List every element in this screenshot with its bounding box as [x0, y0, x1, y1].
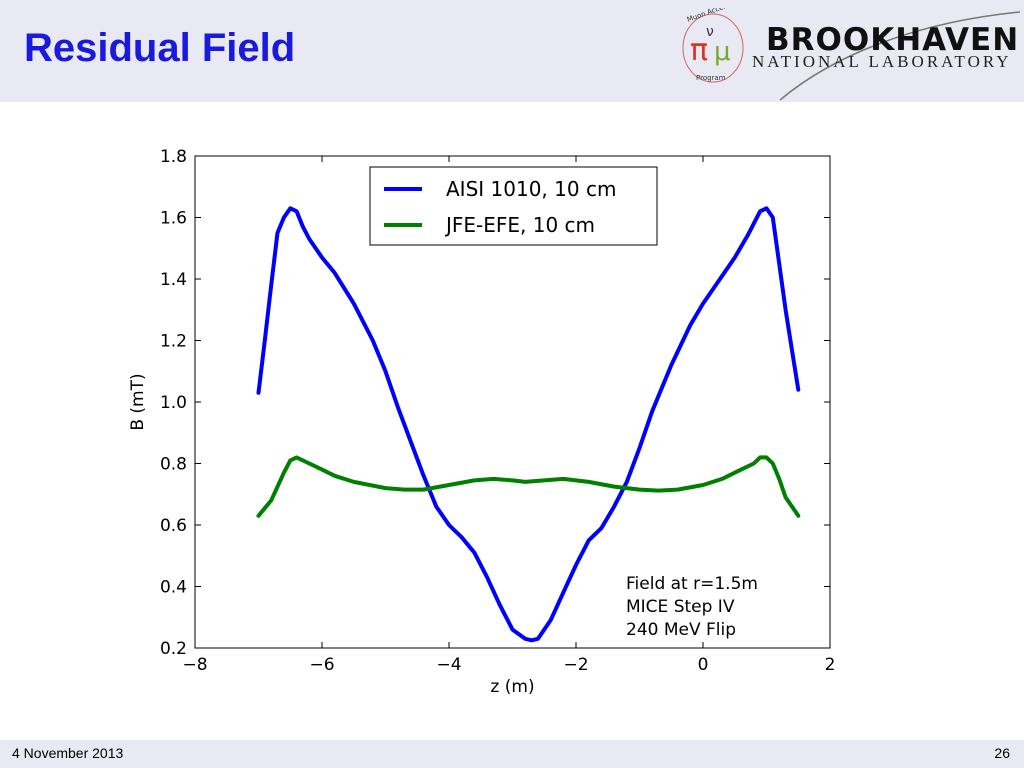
chart-legend: AISI 1010, 10 cm JFE-EFE, 10 cm	[369, 166, 658, 246]
slide-header	[0, 0, 1024, 102]
brookhaven-swoosh-icon	[779, 11, 1021, 101]
y-tick-label: 1.0	[160, 393, 187, 413]
svg-text:μ: μ	[714, 37, 731, 67]
series-line-aisi	[256, 206, 801, 643]
brookhaven-logo-subtitle: NATIONAL LABORATORY	[752, 52, 1012, 71]
x-tick-label: 0	[698, 655, 709, 675]
annotation-line-1: Field at r=1.5m	[626, 574, 758, 594]
chart-annotation: Field at r=1.5m MICE Step IV 240 MeV Fli…	[626, 574, 758, 640]
x-tick-label: −2	[563, 655, 588, 675]
y-tick-label: 1.6	[160, 209, 187, 229]
x-tick-label: −6	[309, 655, 334, 675]
svg-text:Program: Program	[696, 74, 726, 82]
y-tick-label: 0.2	[160, 639, 187, 659]
data-series	[256, 206, 801, 643]
slide-footer	[0, 740, 1024, 768]
legend-box	[369, 166, 658, 246]
slide-title: Residual Field	[24, 26, 296, 70]
residual-field-chart: −8 −6 −4 −2 0 2 0.2 0.4 0.6 0.8 1.0 1.2 1.4 1.6 1.8 z …	[128, 147, 835, 697]
svg-text:π: π	[690, 33, 708, 68]
y-tick-label: 1.8	[160, 147, 187, 167]
y-tick-label: 1.2	[160, 332, 187, 352]
x-tick-label: −4	[436, 655, 461, 675]
legend-label-jfe: JFE-EFE, 10 cm	[444, 213, 595, 237]
brookhaven-logo-name: BROOKHAVEN	[766, 22, 1020, 58]
y-tick-label: 0.8	[160, 455, 187, 475]
x-axis-label: z (m)	[490, 677, 534, 697]
legend-label-aisi: AISI 1010, 10 cm	[446, 177, 616, 201]
page-number: 26	[994, 745, 1010, 761]
svg-text:Muon Accelerator: Muon Accelerator	[686, 8, 747, 24]
annotation-line-3: 240 MeV Flip	[626, 620, 736, 640]
muon-accelerator-program-logo: Muon Accelerator Program π μ ν	[682, 8, 747, 83]
annotation-line-2: MICE Step IV	[626, 597, 735, 617]
axis-ticks: −8 −6 −4 −2 0 2 0.2 0.4 0.6 0.8 1.0 1.2 1.4 1.6 1.8	[160, 147, 835, 675]
y-axis-label: B (mT)	[128, 373, 148, 430]
y-tick-label: 1.4	[160, 270, 187, 290]
svg-text:ν: ν	[706, 24, 714, 40]
footer-date: 4 November 2013	[12, 745, 124, 761]
x-tick-label: 2	[825, 655, 836, 675]
y-tick-label: 0.6	[160, 516, 187, 536]
y-tick-label: 0.4	[160, 578, 187, 598]
series-line-jfe	[256, 455, 801, 518]
x-tick-label: −8	[182, 655, 207, 675]
